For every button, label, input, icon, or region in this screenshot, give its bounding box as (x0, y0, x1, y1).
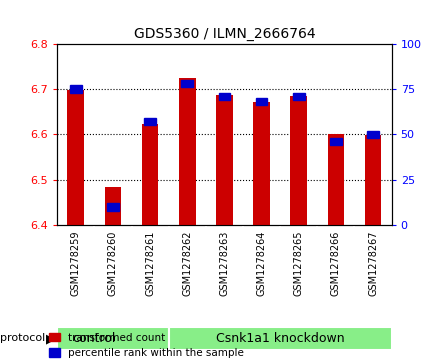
Text: GSM1278263: GSM1278263 (220, 230, 229, 295)
Bar (70, 85, 82, 93)
Text: GSM1278264: GSM1278264 (257, 230, 267, 295)
Bar (216, 95, 233, 225)
Bar (67, 90, 84, 225)
Bar (142, 124, 158, 225)
Text: Csnk1a1 knockdown: Csnk1a1 knockdown (216, 332, 345, 345)
Text: protocol: protocol (0, 334, 45, 343)
Text: control: control (73, 332, 116, 345)
Bar (293, 93, 304, 100)
Bar (253, 102, 270, 225)
Bar (367, 131, 379, 138)
Text: GSM1278267: GSM1278267 (368, 230, 378, 295)
Text: GSM1278260: GSM1278260 (108, 230, 118, 295)
Bar (290, 96, 307, 225)
Bar (256, 98, 268, 105)
Bar (179, 78, 196, 225)
Bar (365, 135, 381, 225)
Bar (330, 138, 342, 145)
Text: GSM1278261: GSM1278261 (145, 230, 155, 295)
Text: GSM1278259: GSM1278259 (71, 230, 81, 295)
Bar (57, 327, 169, 350)
Text: GSM1278262: GSM1278262 (182, 230, 192, 295)
Bar (105, 187, 121, 225)
Bar (219, 93, 230, 100)
Text: GSM1278266: GSM1278266 (331, 230, 341, 295)
Bar (107, 203, 119, 211)
Text: ▶: ▶ (46, 332, 56, 345)
Bar (181, 80, 193, 87)
Bar (169, 327, 392, 350)
Bar (327, 134, 344, 225)
Bar (144, 118, 156, 125)
Text: GSM1278265: GSM1278265 (294, 230, 304, 295)
Legend: transformed count, percentile rank within the sample: transformed count, percentile rank withi… (49, 333, 244, 358)
Title: GDS5360 / ILMN_2666764: GDS5360 / ILMN_2666764 (134, 27, 315, 41)
